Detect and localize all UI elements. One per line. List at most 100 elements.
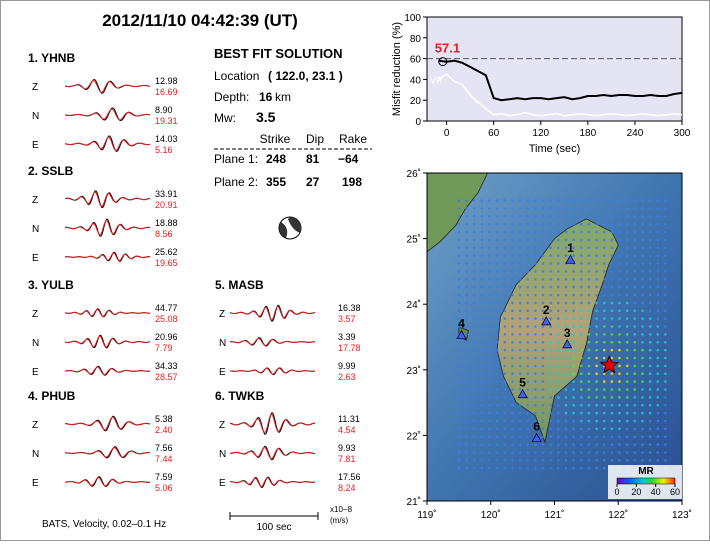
mr-dot <box>618 207 621 210</box>
mr-dot <box>526 435 529 439</box>
mr-dot <box>656 207 660 210</box>
mr-dot <box>618 309 621 313</box>
mr-dot <box>572 254 575 257</box>
mr-dot <box>518 340 522 344</box>
mr-dot <box>541 215 545 218</box>
mr-dot <box>541 435 545 439</box>
mr-dot <box>472 222 476 226</box>
mr-dot <box>549 388 552 391</box>
mr-dot <box>541 380 545 383</box>
station-label: 6. TWKB <box>215 389 265 403</box>
mr-dot <box>511 411 514 415</box>
mr-dot <box>495 215 499 218</box>
waveform <box>230 338 316 347</box>
mr-dot <box>457 340 461 344</box>
mr-dot <box>656 396 660 399</box>
mr-dot <box>549 317 552 320</box>
mr-dot <box>633 309 637 313</box>
mr-dot <box>633 388 637 391</box>
mr-dot <box>602 301 606 305</box>
mr-dot <box>511 333 514 336</box>
mr-dot <box>587 396 591 399</box>
depth-label: Depth: <box>214 90 249 104</box>
mr-dot <box>641 435 644 439</box>
mr-dot <box>602 246 606 250</box>
mr-dot <box>618 459 621 462</box>
mr-dot <box>580 285 583 289</box>
mr-dot <box>541 238 545 242</box>
mr-dot <box>503 262 507 265</box>
mr-dot <box>618 356 621 360</box>
mr-dot <box>664 419 667 423</box>
mr-dot <box>572 301 575 305</box>
mr-dot <box>465 419 468 423</box>
mr-dot <box>641 230 644 234</box>
mr-dot <box>648 333 652 336</box>
mr-dot <box>503 435 507 439</box>
mr-dot <box>480 356 484 360</box>
mr-dot <box>557 254 560 257</box>
mr-dot <box>641 419 644 423</box>
mr-dot <box>618 230 621 234</box>
mr-dot <box>534 325 537 328</box>
annotation: 57.1 <box>435 41 460 56</box>
mr-dot <box>610 309 614 313</box>
mr-dot <box>572 340 575 344</box>
mr-dot <box>518 317 522 320</box>
mr-dot <box>472 411 476 415</box>
waveform <box>64 136 151 152</box>
mr-dot <box>595 301 598 305</box>
waveform <box>64 366 151 376</box>
mr-dot <box>664 459 667 462</box>
mr-dot <box>587 466 591 470</box>
mr-dot <box>549 215 552 218</box>
lon-label: 122˚ <box>608 509 628 521</box>
mr-dot <box>587 254 591 257</box>
station-label: 4. PHUB <box>28 389 76 403</box>
mr-dot <box>602 443 606 446</box>
title: 2012/11/10 04:42:39 (UT) <box>102 11 298 30</box>
mr-dot <box>518 254 522 257</box>
mr-dot <box>564 348 568 352</box>
mr-dot <box>534 230 537 234</box>
mr-dot <box>541 419 545 423</box>
mr-dot <box>557 466 560 470</box>
mr-dot <box>656 419 660 423</box>
mr-dot <box>641 388 644 391</box>
mr-dot <box>503 451 507 454</box>
synthetic-amp: 19.65 <box>155 258 178 268</box>
mr-dot <box>572 333 575 336</box>
mr-dot <box>656 348 660 352</box>
mr-dot <box>595 293 598 297</box>
lat-label: 22˚ <box>407 430 421 442</box>
component-label: Z <box>32 309 38 320</box>
mr-dot <box>564 356 568 360</box>
mr-dot <box>641 380 644 383</box>
mr-dot <box>495 348 499 352</box>
mr-dot <box>488 348 491 352</box>
mr-dot <box>587 309 591 313</box>
station-marker <box>541 316 552 326</box>
mr-dot <box>488 285 491 289</box>
mr-dot <box>526 317 529 320</box>
mr-dot <box>457 372 461 376</box>
mr-dot <box>602 270 606 273</box>
waveform <box>229 477 316 488</box>
mr-dot <box>610 215 614 218</box>
observed-amp: 9.93 <box>338 443 356 453</box>
mr-dot <box>580 278 583 281</box>
station-label: 1. YHNB <box>28 51 75 65</box>
mr-dot <box>503 396 507 399</box>
mr-dot <box>664 325 667 328</box>
mr-dot <box>625 262 629 265</box>
mr-dot <box>465 388 468 391</box>
mr-dot <box>557 356 560 360</box>
mr-dot <box>572 443 575 446</box>
mr-dot <box>618 262 621 265</box>
mr-dot <box>625 222 629 226</box>
mr-dot <box>541 262 545 265</box>
mr-dot <box>664 301 667 305</box>
mr-dot <box>534 427 537 431</box>
mr-dot <box>564 427 568 431</box>
mr-dot <box>511 246 514 250</box>
